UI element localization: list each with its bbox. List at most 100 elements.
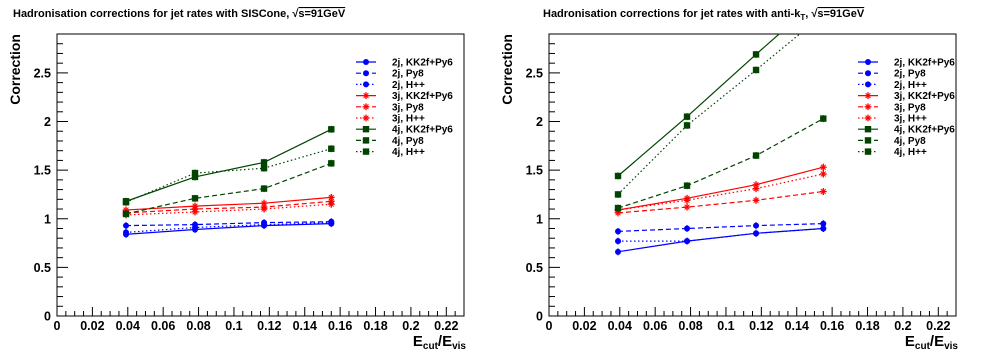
- series-4j-kk2f-py6: [122, 125, 335, 205]
- y-axis: 0 0.5 1 1.5 2 2.5: [34, 33, 68, 324]
- series-line: [618, 227, 824, 242]
- x-axis-label: Ecut/Evis: [905, 333, 959, 352]
- data-point: [752, 66, 760, 74]
- data-point: [683, 182, 691, 189]
- data-point: [191, 195, 199, 202]
- series-4j-py8: [614, 115, 827, 212]
- chart-title-main: Hadronisation corrections for jet rates …: [543, 8, 801, 20]
- data-point: [328, 145, 335, 152]
- legend-marker: [362, 137, 370, 144]
- series-2j-kk2f-py6: [615, 224, 827, 256]
- series-line: [125, 200, 332, 214]
- series-4j-py8: [122, 159, 335, 218]
- x-axis: 0 0.02 0.04 0.06 0.08 0.1 0.12 0.14 0.16 0.18 0.2 0…: [546, 307, 957, 333]
- data-point: [684, 225, 691, 232]
- legend-marker: [362, 103, 370, 111]
- legend-item: 3j, Py8: [858, 102, 926, 113]
- data-point: [819, 163, 827, 171]
- series-2j-py8: [615, 220, 827, 235]
- data-point: [191, 169, 199, 177]
- data-point: [819, 188, 827, 195]
- data-point: [752, 51, 760, 58]
- x-tick-label: 0.2: [894, 319, 911, 333]
- x-label-sub-cut: cut: [423, 341, 439, 352]
- data-point: [683, 122, 691, 129]
- x-tick-label: 0.06: [151, 319, 175, 333]
- chart-title: Hadronisation corrections for jet rates …: [543, 8, 865, 22]
- series-line: [617, 166, 824, 211]
- series-3j-py8: [614, 188, 827, 217]
- series-line: [125, 162, 332, 215]
- legend-label: 3j, KK2f+Py6: [894, 91, 955, 102]
- chart-title-energy: s=91GeV: [298, 8, 345, 20]
- data-point-d2: [820, 164, 827, 170]
- y-tick-label: 1.5: [34, 164, 51, 178]
- legend-marker: [864, 137, 872, 144]
- series-2j-h-: [123, 219, 335, 236]
- series-line: [617, 34, 781, 177]
- legend-marker: [362, 114, 370, 122]
- legend-item: 2j, H++: [356, 80, 425, 91]
- data-point: [820, 115, 827, 122]
- legend-marker: [864, 92, 872, 99]
- legend-item: 3j, Py8: [356, 102, 424, 113]
- data-point-d2: [328, 201, 335, 207]
- x-tick-label: 0.16: [820, 319, 844, 333]
- data-point: [614, 204, 622, 212]
- x-tick-label: 0.18: [363, 319, 387, 333]
- data-point: [683, 203, 691, 211]
- x-tick-label: 0.1: [717, 319, 734, 333]
- legend-item: 2j, KK2f+Py6: [356, 58, 453, 69]
- chart-title-comma: ,: [805, 8, 811, 20]
- x-label-sub-cut: cut: [915, 341, 931, 352]
- y-tick-label: 0: [44, 310, 51, 324]
- legend-marker: [362, 148, 370, 155]
- y-tick-label: 2: [536, 115, 543, 129]
- y-tick-label: 1: [44, 212, 51, 226]
- legend-label: 3j, Py8: [894, 102, 926, 113]
- x-label-e: E: [905, 333, 915, 350]
- x-label-e: E: [413, 333, 423, 350]
- series-line: [617, 34, 801, 195]
- y-axis-label: Correction: [7, 34, 23, 105]
- y-tick-label: 2: [44, 115, 51, 129]
- y-axis-label: Correction: [499, 34, 515, 105]
- series-line: [617, 173, 824, 211]
- legend-marker: [362, 126, 370, 133]
- data-point: [819, 170, 827, 178]
- data-point: [123, 229, 130, 236]
- legend-label: 3j, H++: [392, 114, 425, 125]
- data-point: [328, 219, 335, 226]
- x-label-sub-vis: vis: [944, 341, 958, 352]
- x-tick-label: 0.04: [116, 319, 140, 333]
- legend-label: 4j, H++: [392, 147, 425, 158]
- legend-item: 2j, Py8: [356, 69, 424, 80]
- data-point: [820, 220, 827, 227]
- plot-area: [122, 125, 335, 238]
- chart-panel-2: Hadronisation corrections for jet rates …: [499, 8, 959, 352]
- data-point: [260, 159, 268, 166]
- sqrt-symbol: √: [292, 8, 299, 20]
- chart-title-energy: s=91GeV: [817, 8, 864, 20]
- series-line: [617, 227, 824, 253]
- series-4j-h-: [122, 145, 335, 206]
- legend-marker-d2: [865, 115, 871, 121]
- y-axis: 0 0.5 1 1.5 2 2.5: [526, 33, 560, 324]
- legend-marker-d2: [363, 92, 369, 99]
- legend-item: 2j, KK2f+Py6: [858, 58, 955, 69]
- legend-label: 4j, Py8: [894, 136, 926, 147]
- x-label-slash: /E: [438, 333, 452, 350]
- legend-label: 3j, H++: [894, 114, 927, 125]
- legend-marker: [864, 114, 872, 122]
- series-line: [125, 196, 332, 211]
- data-point: [615, 248, 622, 255]
- data-point: [328, 160, 335, 167]
- legend-marker: [865, 70, 871, 77]
- data-point-d2: [820, 188, 827, 195]
- x-label-slash: /E: [930, 333, 944, 350]
- legend-item: 3j, KK2f+Py6: [356, 91, 453, 102]
- x-tick-label: 0: [546, 319, 553, 333]
- legend-label: 4j, KK2f+Py6: [392, 125, 453, 136]
- y-tick-label: 2.5: [34, 66, 51, 80]
- legend-marker: [362, 92, 370, 99]
